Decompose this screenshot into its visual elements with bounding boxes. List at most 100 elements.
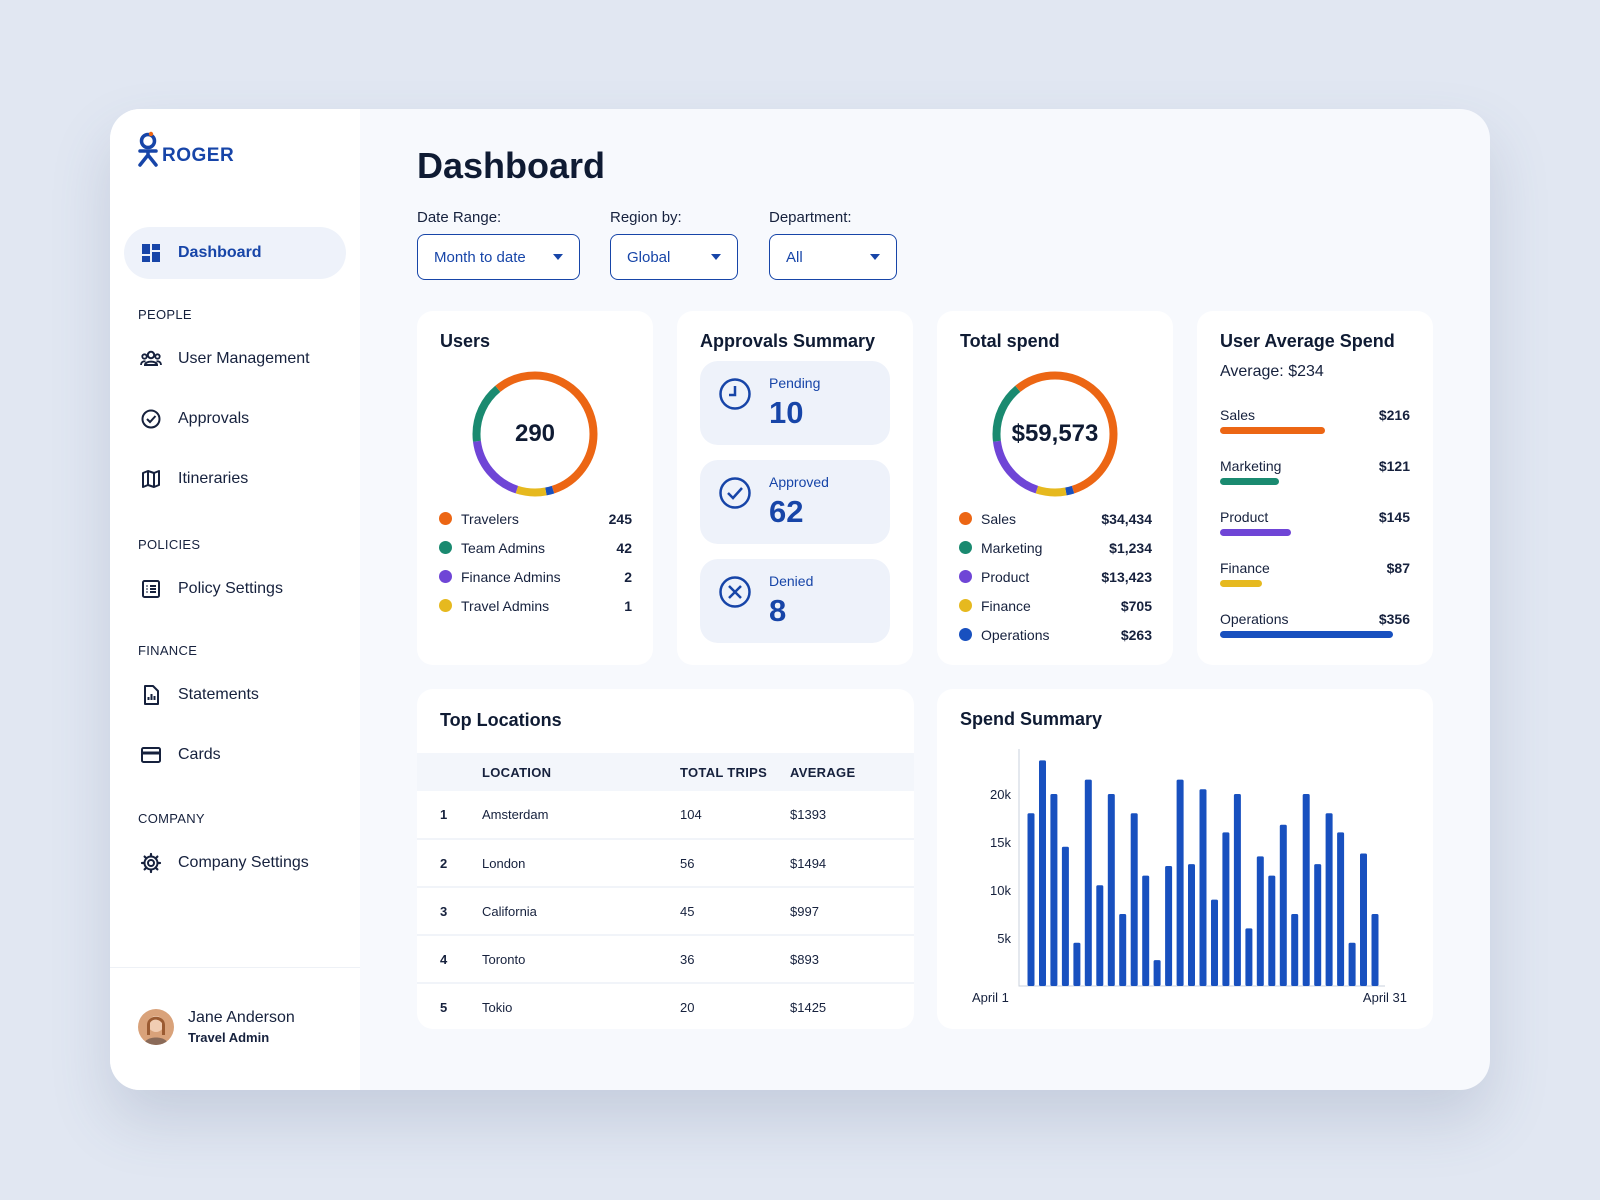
chart-bar — [1084, 779, 1092, 986]
region-dropdown[interactable]: Global — [610, 234, 738, 280]
legend-dot — [959, 512, 972, 525]
location-cell: Tokio — [482, 1000, 513, 1015]
date-range-dropdown[interactable]: Month to date — [417, 234, 580, 280]
denied-value: 8 — [769, 593, 787, 628]
locations-table: LOCATION TOTAL TRIPS AVERAGE 1 Amsterdam… — [417, 753, 914, 1029]
users-icon — [140, 350, 162, 366]
sidebar-item-company-settings[interactable]: Company Settings — [124, 837, 346, 889]
rank-cell: 2 — [417, 839, 482, 888]
sidebar-item-policy-settings[interactable]: Policy Settings — [124, 563, 346, 615]
x-circle-icon — [719, 576, 751, 608]
approved-box[interactable]: Approved 62 — [700, 460, 890, 544]
chart-bar — [1107, 794, 1115, 986]
legend-row: Marketing $1,234 — [959, 533, 1152, 562]
sidebar-item-statements[interactable]: Statements — [124, 669, 346, 721]
average-text: Average: $234 — [1220, 363, 1324, 380]
user-average-spend-card: User Average Spend Average: $234 Sales $2… — [1197, 311, 1433, 665]
chart-bar — [1348, 942, 1356, 986]
legend-value: $705 — [1120, 597, 1152, 614]
chart-bar — [1153, 960, 1161, 986]
table-row[interactable]: 2 London 56 $1494 — [417, 839, 914, 888]
average-row-bar — [1220, 478, 1279, 485]
legend-label: Finance — [981, 597, 1031, 614]
chart-bar — [1165, 866, 1173, 986]
sidebar-item-cards[interactable]: Cards — [124, 729, 346, 781]
chart-bar — [1119, 914, 1127, 986]
legend-dot — [959, 541, 972, 554]
chart-bar — [1268, 875, 1276, 986]
donut-segment — [472, 371, 598, 497]
y-tick-label: 15k — [990, 835, 1011, 850]
legend-value: 245 — [608, 510, 632, 527]
location-cell: Toronto — [482, 935, 680, 984]
chart-bar — [1130, 813, 1138, 986]
filter-region: Region by: Global — [610, 209, 738, 280]
rank-header — [417, 753, 482, 791]
average-row-label: Product — [1220, 509, 1269, 525]
filter-date-range: Date Range: Month to date — [417, 209, 580, 280]
dropdown-value: Global — [627, 248, 671, 266]
filter-department: Department: All — [769, 209, 897, 280]
sidebar-item-user-management[interactable]: User Management — [124, 333, 346, 385]
chart-bar — [1222, 832, 1230, 986]
approvals-card: Approvals Summary Pending 10 Approved 62… — [677, 311, 913, 665]
app-window: ROGER Dashboard PEOPLE User Management A… — [110, 109, 1490, 1090]
section-label-finance: FINANCE — [138, 643, 198, 658]
main-content: Dashboard Date Range: Month to date Regi… — [360, 109, 1490, 1090]
logo-text: ROGER — [162, 145, 235, 166]
spend-total: $59,573 — [1011, 420, 1099, 447]
legend-label: Travelers — [461, 510, 519, 527]
table-row[interactable]: 5 Tokio 20 $1425 — [417, 983, 914, 1029]
chart-bar — [1314, 864, 1322, 986]
legend-dot — [439, 570, 452, 583]
sidebar-item-label: Cards — [178, 746, 221, 763]
average-row: Finance $87 — [1220, 560, 1410, 587]
chart-bar — [1096, 885, 1104, 986]
sidebar-item-dashboard[interactable]: Dashboard — [124, 227, 346, 279]
average-cell: $997 — [790, 887, 914, 936]
chart-title: Spend Summary — [960, 709, 1103, 729]
chart-bar — [1291, 914, 1299, 986]
chart-bar — [1245, 928, 1253, 986]
dropdown-value: Month to date — [434, 248, 526, 266]
legend-label: Product — [981, 568, 1030, 585]
department-dropdown[interactable]: All — [769, 234, 897, 280]
table-row[interactable]: 4 Toronto 36 $893 — [417, 935, 914, 984]
table-row[interactable]: 3 California 45 $997 — [417, 887, 914, 936]
chart-bar — [1142, 875, 1150, 986]
caret-down-icon — [870, 254, 880, 260]
legend-value: $13,423 — [1101, 568, 1152, 585]
average-row: Operations $356 — [1220, 611, 1410, 638]
pending-box[interactable]: Pending 10 — [700, 361, 890, 445]
logo[interactable]: ROGER — [138, 131, 234, 167]
average-row-bar — [1220, 529, 1291, 536]
users-donut-chart — [472, 371, 598, 497]
sidebar-item-label: Itineraries — [178, 470, 249, 487]
table-row[interactable]: 1 Amsterdam 104 $1393 — [417, 791, 914, 840]
legend-label: Sales — [981, 510, 1017, 527]
sidebar-item-approvals[interactable]: Approvals — [124, 393, 346, 445]
sidebar-item-label: Policy Settings — [178, 580, 283, 597]
legend-label: Operations — [981, 626, 1050, 643]
chart-bar — [1073, 942, 1081, 986]
location-cell: California — [482, 887, 680, 936]
average-row-label: Marketing — [1220, 458, 1282, 474]
average-row: Product $145 — [1220, 509, 1410, 536]
donut-segment — [992, 371, 1118, 497]
chart-bar — [1360, 853, 1367, 986]
chart-bar — [1233, 794, 1241, 986]
location-cell: London — [482, 839, 680, 888]
chart-bar — [1211, 899, 1218, 986]
total-spend-card: Total spend $59,573 Sales $34,434 Marketin… — [937, 311, 1173, 665]
logo-icon — [138, 131, 158, 167]
denied-box[interactable]: Denied 8 — [700, 559, 890, 643]
average-row-label: Sales — [1220, 407, 1256, 423]
sidebar-item-itineraries[interactable]: Itineraries — [124, 453, 346, 505]
legend-label: Travel Admins — [461, 597, 550, 614]
location-cell: Amsterdam — [482, 791, 680, 840]
filter-label: Department: — [769, 209, 852, 226]
user-profile[interactable]: Jane Anderson Travel Admin — [138, 1009, 295, 1045]
average-row-value: $216 — [1378, 407, 1410, 423]
average-row-bar — [1220, 631, 1393, 638]
legend-value: 1 — [624, 597, 632, 614]
